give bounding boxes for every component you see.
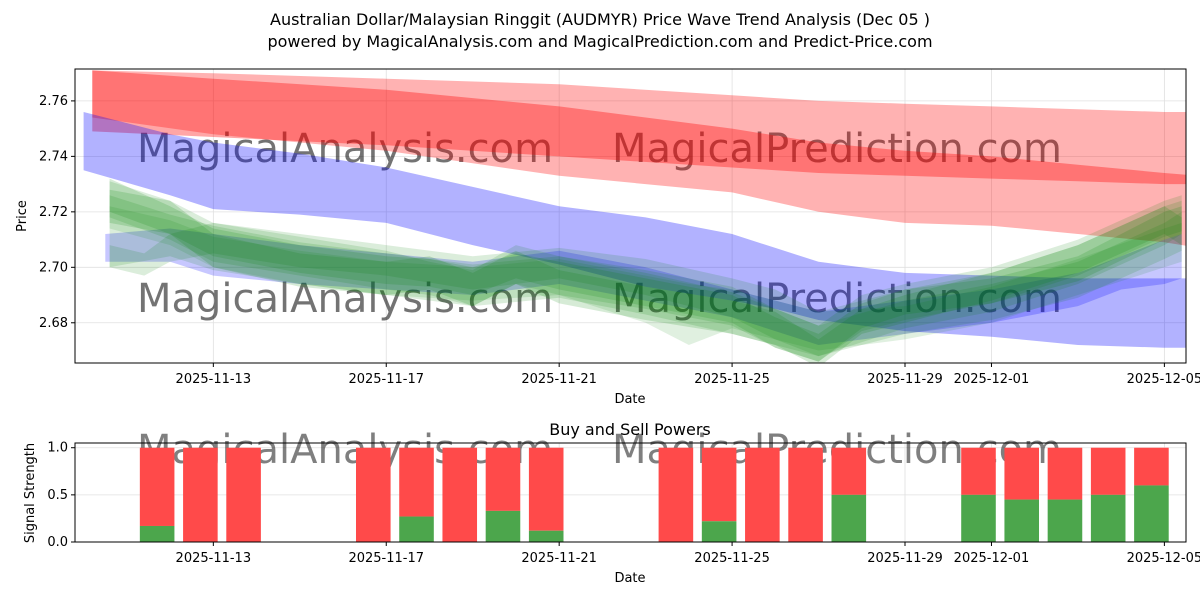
buy-power-bar xyxy=(831,494,867,542)
wave-band-red-narrow xyxy=(92,70,1186,185)
power-x-tick-label: 2025-12-01 xyxy=(954,551,1030,566)
price-panel: MagicalAnalysis.com MagicalPrediction.co… xyxy=(15,68,1200,407)
buy-power-bar xyxy=(701,521,737,542)
watermark-left-top: MagicalAnalysis.com xyxy=(137,126,553,172)
price-y-label: Price xyxy=(15,200,30,232)
price-bands xyxy=(83,70,1186,363)
sell-power-bar xyxy=(961,447,996,495)
wave-band-green-5 xyxy=(109,181,1182,362)
wave-band-green-1 xyxy=(109,178,1182,362)
wave-band-red-wide xyxy=(92,70,1186,246)
price-x-tick-label: 2025-11-25 xyxy=(694,372,770,387)
power-x-tick-label: 2025-11-17 xyxy=(348,551,424,566)
price-y-tick-label: 2.68 xyxy=(39,316,68,331)
sell-power-bar xyxy=(355,447,391,542)
sell-power-bar xyxy=(1004,447,1040,500)
price-plot-background xyxy=(75,69,1186,363)
power-x-tick-label: 2025-11-25 xyxy=(694,551,770,566)
price-x-axis: 2025-11-13 2025-11-17 2025-11-21 2025-11-25… xyxy=(176,363,1200,387)
power-x-tick-label: 2025-12-05 xyxy=(1127,551,1200,566)
sell-power-bar xyxy=(226,447,261,542)
wave-band-green-6 xyxy=(109,206,1182,351)
price-x-label: Date xyxy=(614,392,645,407)
power-bars xyxy=(139,447,1169,542)
buy-power-bar xyxy=(1004,499,1040,542)
chart-title-line1: Australian Dollar/Malaysian Ringgit (AUD… xyxy=(270,10,930,29)
sell-power-bar xyxy=(701,447,737,522)
buy-power-bar xyxy=(528,530,564,542)
price-y-tick-label: 2.72 xyxy=(39,205,68,220)
sell-power-bar xyxy=(485,447,521,511)
sell-power-bar xyxy=(399,447,434,517)
power-y-label: Signal Strength xyxy=(23,443,38,543)
sell-power-bar xyxy=(139,447,175,526)
buy-power-bar xyxy=(399,516,434,542)
buy-power-bar xyxy=(139,525,175,542)
price-y-tick-label: 2.76 xyxy=(39,94,68,109)
power-y-tick-label: 1.0 xyxy=(47,441,68,456)
watermark-right-top: MagicalPrediction.com xyxy=(612,126,1062,172)
power-title: Buy and Sell Powers xyxy=(549,420,711,439)
wave-band-green-2 xyxy=(109,189,1182,363)
power-x-tick-label: 2025-11-13 xyxy=(176,551,252,566)
price-x-tick-label: 2025-11-13 xyxy=(176,372,252,387)
watermark-left-bottom: MagicalAnalysis.com xyxy=(137,276,553,322)
buy-power-bar xyxy=(1090,494,1126,542)
price-y-tick-label: 2.70 xyxy=(39,260,68,275)
sell-power-bar xyxy=(528,447,564,531)
price-x-tick-label: 2025-12-01 xyxy=(954,372,1030,387)
sell-power-bar xyxy=(788,447,823,542)
buy-power-bar xyxy=(485,510,521,542)
buy-power-bar xyxy=(961,494,996,542)
power-y-axis: 0.0 0.5 1.0 xyxy=(47,441,75,550)
price-grid xyxy=(75,69,1186,363)
power-x-axis: 2025-11-13 2025-11-17 2025-11-21 2025-11-25… xyxy=(176,542,1200,566)
power-panel: Buy and Sell Powers MagicalAnalysis.com … xyxy=(23,420,1200,586)
wave-band-green-3 xyxy=(109,195,1182,357)
price-y-axis: 2.68 2.70 2.72 2.74 2.76 xyxy=(39,94,75,331)
power-y-tick-label: 0.0 xyxy=(47,535,68,550)
sell-power-bar xyxy=(745,447,780,542)
price-x-tick-label: 2025-12-05 xyxy=(1127,372,1200,387)
chart-title-line2: powered by MagicalAnalysis.com and Magic… xyxy=(267,32,932,51)
price-y-tick-label: 2.74 xyxy=(39,149,68,164)
power-plot-frame xyxy=(74,442,1187,543)
sell-power-bar xyxy=(658,447,694,542)
sell-power-bar xyxy=(442,447,478,542)
sell-power-bar xyxy=(831,447,867,495)
power-x-tick-label: 2025-11-29 xyxy=(867,551,943,566)
sell-power-bar xyxy=(183,447,218,542)
power-y-tick-label: 0.5 xyxy=(47,488,68,503)
price-x-tick-label: 2025-11-21 xyxy=(521,372,597,387)
price-x-tick-label: 2025-11-29 xyxy=(867,372,943,387)
price-plot-frame xyxy=(74,68,1187,364)
wave-band-green-4 xyxy=(109,200,1182,357)
power-x-tick-label: 2025-11-21 xyxy=(521,551,597,566)
buy-power-bar xyxy=(1134,485,1169,542)
wave-band-blue-lower xyxy=(105,228,1182,345)
sell-power-bar xyxy=(1090,447,1126,495)
price-x-tick-label: 2025-11-17 xyxy=(348,372,424,387)
wave-band-blue-wide xyxy=(83,112,1186,348)
buy-power-bar xyxy=(1047,499,1083,542)
watermark-right-bottom: MagicalPrediction.com xyxy=(612,276,1062,322)
power-x-label: Date xyxy=(614,571,645,586)
sell-power-bar xyxy=(1134,447,1169,486)
sell-power-bar xyxy=(1047,447,1083,500)
